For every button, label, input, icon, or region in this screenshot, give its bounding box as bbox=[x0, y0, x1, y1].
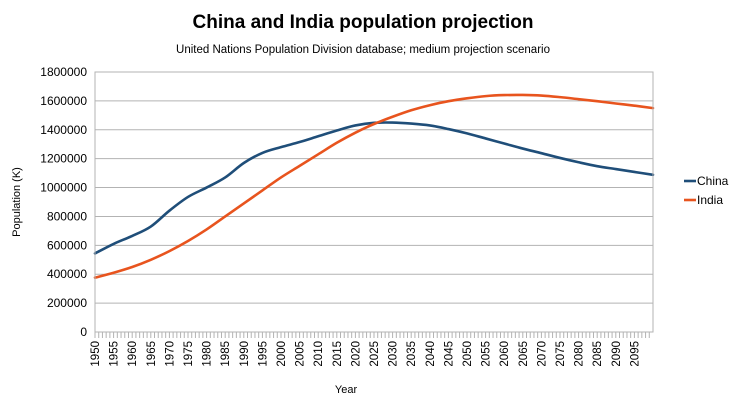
x-tick-label: 2055 bbox=[481, 341, 493, 367]
y-tick-label: 200000 bbox=[47, 296, 87, 310]
legend: China India bbox=[684, 174, 729, 207]
x-tick-label: 2085 bbox=[592, 341, 604, 367]
x-tick-label: 2040 bbox=[425, 341, 437, 367]
x-tick-label: 2035 bbox=[406, 341, 418, 367]
x-tick-label: 2095 bbox=[629, 341, 641, 367]
x-tick-label: 2010 bbox=[313, 341, 325, 367]
x-tick-label: 1960 bbox=[127, 341, 139, 367]
x-tick-label: 1990 bbox=[239, 341, 251, 367]
x-tick-label: 2025 bbox=[369, 341, 381, 367]
x-axis-ticks: 1950 1955 1960 1965 1970 1975 1980 1985 1990 1995… bbox=[90, 332, 650, 367]
x-tick-label: 2090 bbox=[611, 341, 623, 367]
y-tick-label: 1000000 bbox=[40, 181, 87, 195]
x-tick-label: 1995 bbox=[257, 341, 269, 367]
x-tick-label: 2065 bbox=[518, 341, 530, 367]
x-tick-label: 1970 bbox=[164, 341, 176, 367]
x-axis-label: Year bbox=[335, 384, 358, 396]
y-tick-label: 1800000 bbox=[40, 65, 87, 79]
x-tick-label: 2020 bbox=[350, 341, 362, 367]
legend-label-india: India bbox=[697, 193, 723, 207]
x-tick-label: 1950 bbox=[90, 341, 102, 367]
chart-title: China and India population projection bbox=[193, 12, 534, 33]
legend-label-china: China bbox=[697, 174, 729, 188]
x-tick-label: 2000 bbox=[276, 341, 288, 367]
y-tick-label: 600000 bbox=[47, 238, 87, 252]
x-tick-label: 1955 bbox=[109, 341, 121, 367]
x-tick-label: 2050 bbox=[462, 341, 474, 367]
x-tick-label: 2060 bbox=[499, 341, 511, 367]
y-tick-label: 1200000 bbox=[40, 152, 87, 166]
series-line-india bbox=[93, 93, 655, 279]
y-tick-label: 1600000 bbox=[40, 94, 87, 108]
y-tick-label: 400000 bbox=[47, 267, 87, 281]
x-tick-label: 1980 bbox=[202, 341, 214, 367]
x-tick-label: 1975 bbox=[183, 341, 195, 367]
x-tick-label: 1965 bbox=[146, 341, 158, 367]
x-tick-label: 2080 bbox=[574, 341, 586, 367]
plot-area-border bbox=[94, 71, 654, 333]
y-tick-label: 800000 bbox=[47, 209, 87, 223]
x-tick-label: 2075 bbox=[555, 341, 567, 367]
y-axis-label: Population (K) bbox=[11, 167, 23, 237]
chart-subtitle: United Nations Population Division datab… bbox=[176, 44, 550, 56]
y-tick-label: 1400000 bbox=[40, 123, 87, 137]
y-tick-label: 0 bbox=[80, 325, 87, 339]
x-tick-label: 1985 bbox=[220, 341, 232, 367]
x-tick-label: 2030 bbox=[388, 341, 400, 367]
x-tick-label: 2070 bbox=[536, 341, 548, 367]
x-tick-label: 2045 bbox=[443, 341, 455, 367]
series-lines bbox=[93, 93, 655, 279]
y-axis-ticks: 0 200000 400000 600000 800000 1000000 1200000 1… bbox=[40, 65, 87, 339]
x-tick-label: 2015 bbox=[332, 341, 344, 367]
x-tick-label: 2005 bbox=[295, 341, 307, 367]
